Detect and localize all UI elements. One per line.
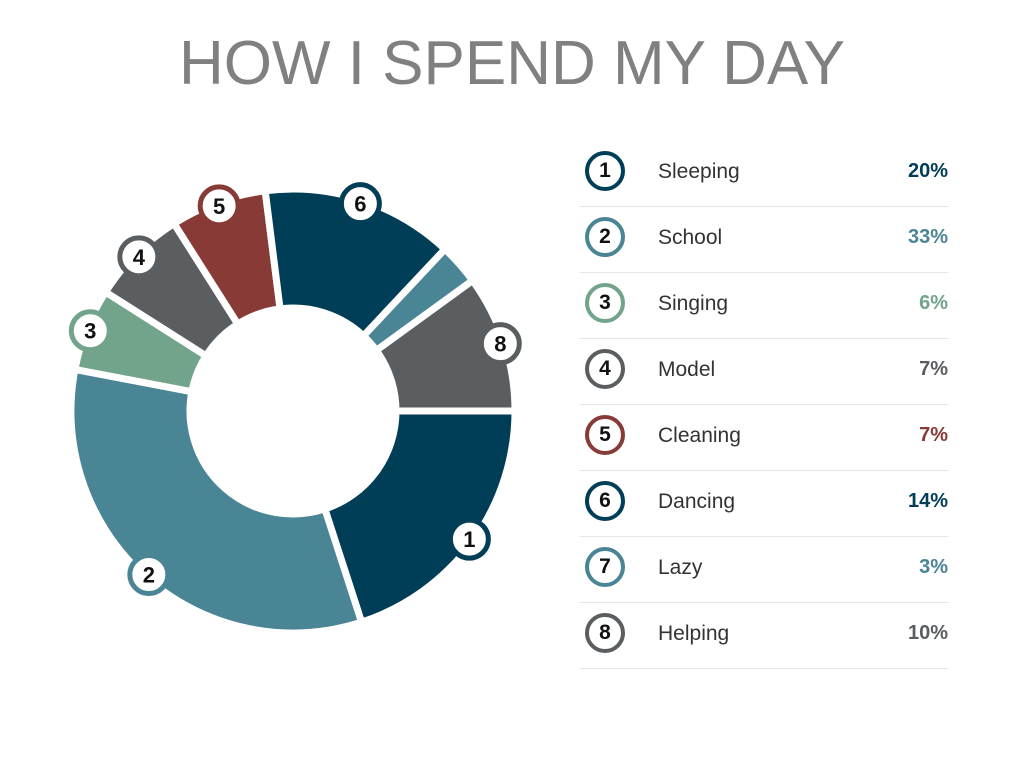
legend-item-helping: 8 Helping 10%: [580, 602, 948, 669]
legend-item-dancing: 6 Dancing 14%: [580, 470, 948, 537]
badge-label: 6: [354, 192, 366, 217]
legend-percent: 3%: [919, 556, 948, 578]
legend-label: Sleeping: [658, 160, 740, 183]
legend-percent: 20%: [907, 160, 948, 182]
legend-label: Model: [658, 358, 716, 381]
legend-number: 2: [585, 217, 625, 257]
legend-label: Lazy: [658, 556, 703, 579]
legend-percent: 10%: [907, 622, 948, 644]
legend-number: 4: [585, 349, 625, 389]
badge-circle: [338, 182, 382, 226]
legend-item-singing: 3 Singing 6%: [580, 272, 948, 339]
badge-label: 5: [213, 194, 225, 219]
badge-label: 8: [494, 332, 506, 357]
slice-badge-2: 2: [127, 553, 171, 597]
badge-circle: [447, 517, 491, 561]
slice-helping: [371, 275, 519, 415]
legend-label: Helping: [658, 622, 730, 645]
legend-item-sleeping: 1 Sleeping 20%: [580, 140, 948, 207]
legend-label: Singing: [658, 292, 729, 315]
badge-circle: [117, 235, 161, 279]
legend-label: School: [658, 226, 723, 249]
legend-number: 1: [585, 151, 625, 191]
badge-label: 3: [84, 319, 96, 344]
slice-badge-3: 3: [68, 309, 112, 353]
legend-number: 5: [585, 415, 625, 455]
legend-number: 8: [585, 613, 625, 653]
legend-item-school: 2 School 33%: [580, 206, 948, 273]
legend-percent: 6%: [919, 292, 948, 314]
slice-badge-6: 6: [338, 182, 382, 226]
badge-label: 4: [133, 245, 146, 270]
badge-circle: [478, 322, 522, 366]
badge-circle: [197, 184, 241, 228]
legend-label: Cleaning: [658, 424, 741, 447]
badge-label: 1: [463, 527, 475, 552]
legend-item-cleaning: 5 Cleaning 7%: [580, 404, 948, 471]
legend-number: 7: [585, 547, 625, 587]
legend-item-lazy: 7 Lazy 3%: [580, 536, 948, 603]
slice-dancing: [261, 185, 450, 341]
slice-badge-8: 8: [478, 322, 522, 366]
badge-circle: [127, 553, 171, 597]
legend-item-model: 4 Model 7%: [580, 338, 948, 405]
slice-badge-5: 5: [197, 184, 241, 228]
legend-percent: 33%: [907, 226, 948, 248]
slice-badge-4: 4: [117, 235, 161, 279]
chart-title: HOW I SPEND MY DAY: [178, 29, 845, 98]
legend-percent: 7%: [919, 424, 948, 446]
badge-circle: [68, 309, 112, 353]
legend-percent: 14%: [907, 490, 948, 512]
slice-sleeping: [320, 407, 519, 627]
legend-label: Dancing: [658, 490, 736, 513]
badge-label: 2: [143, 563, 155, 588]
legend-number: 3: [585, 283, 625, 323]
legend-percent: 7%: [919, 358, 948, 380]
slice-badge-1: 1: [447, 517, 491, 561]
slice-school: [67, 365, 367, 637]
donut-chart: 1 2 3 4 5 6 8: [67, 182, 522, 637]
legend-number: 6: [585, 481, 625, 521]
